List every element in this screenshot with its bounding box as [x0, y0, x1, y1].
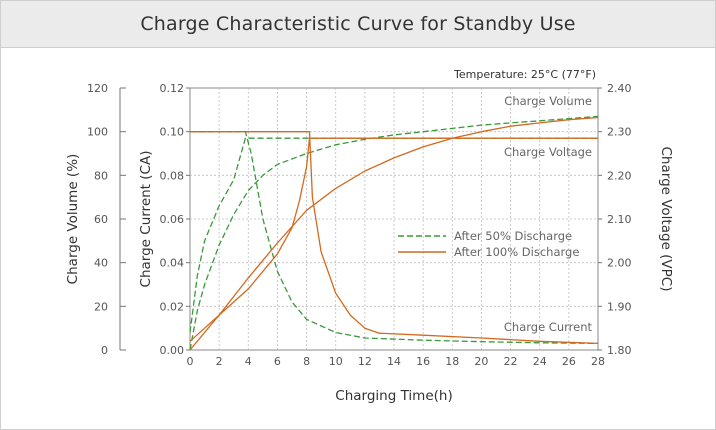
x-tick-label: 6: [274, 355, 281, 368]
volume-tick-label: 0: [101, 344, 108, 357]
x-axis-title: Charging Time(h): [335, 388, 452, 404]
current-tick-label: 0.00: [160, 344, 185, 357]
legend-label: After 100% Discharge: [454, 245, 579, 259]
current-tick-label: 0.02: [160, 300, 185, 313]
voltage-axis-title: Charge Voltage (VPC): [658, 147, 674, 292]
x-tick-label: 16: [416, 355, 430, 368]
series-layer: [189, 115, 599, 351]
legend-label: After 50% Discharge: [454, 229, 572, 243]
volume-tick-label: 20: [94, 300, 108, 313]
x-tick-label: 18: [445, 355, 459, 368]
title-bar: Charge Characteristic Curve for Standby …: [1, 1, 715, 48]
current-tick-label: 0.06: [160, 213, 185, 226]
series-line-after-50-current: [190, 131, 599, 345]
series-line-after-100-volume: [189, 116, 599, 351]
voltage-tick-label: 2.10: [607, 213, 632, 226]
chart-title: Charge Characteristic Curve for Standby …: [140, 13, 576, 35]
curve-label-volume: Charge Volume: [504, 94, 592, 108]
series-line-after-50-volume: [189, 115, 599, 351]
labels-layer: Temperature: 25°C (77°F) Charge Volume Cha…: [398, 68, 596, 334]
series-line-after-50-voltage: [189, 137, 598, 333]
voltage-tick-label: 2.40: [607, 82, 632, 95]
current-axis-title: Charge Current (CA): [138, 151, 154, 288]
volume-tick-label: 40: [94, 257, 108, 270]
volume-tick-label: 60: [94, 213, 108, 226]
x-tick-label: 20: [474, 355, 488, 368]
x-tick-label: 2: [216, 355, 223, 368]
volume-tick-label: 120: [87, 82, 108, 95]
x-tick-label: 26: [562, 355, 576, 368]
voltage-tick-label: 2.00: [607, 257, 632, 270]
volume-tick-label: 100: [87, 126, 108, 139]
current-tick-label: 0.04: [160, 257, 185, 270]
voltage-tick-label: 2.20: [607, 169, 632, 182]
current-tick-label: 0.08: [160, 169, 185, 182]
voltage-tick-label: 1.80: [607, 344, 632, 357]
x-tick-label: 12: [358, 355, 372, 368]
volume-axis-title: Charge Volume (%): [65, 154, 81, 285]
x-tick-label: 14: [387, 355, 401, 368]
x-tick-label: 4: [245, 355, 252, 368]
current-tick-label: 0.10: [160, 126, 185, 139]
series-line-after-100-voltage: [189, 137, 598, 342]
x-tick-label: 28: [591, 355, 605, 368]
temperature-annotation: Temperature: 25°C (77°F): [453, 68, 596, 81]
x-tick-label: 10: [329, 355, 343, 368]
curve-label-current: Charge Current: [504, 320, 593, 334]
curve-label-voltage: Charge Voltage: [504, 145, 592, 159]
x-tick-label: 24: [533, 355, 547, 368]
voltage-tick-label: 2.30: [607, 126, 632, 139]
x-tick-label: 8: [303, 355, 310, 368]
volume-tick-label: 80: [94, 169, 108, 182]
series-line-after-100-current: [190, 131, 599, 345]
current-tick-label: 0.12: [160, 82, 185, 95]
x-tick-label: 0: [187, 355, 194, 368]
x-tick-label: 22: [504, 355, 518, 368]
voltage-tick-label: 1.90: [607, 300, 632, 313]
